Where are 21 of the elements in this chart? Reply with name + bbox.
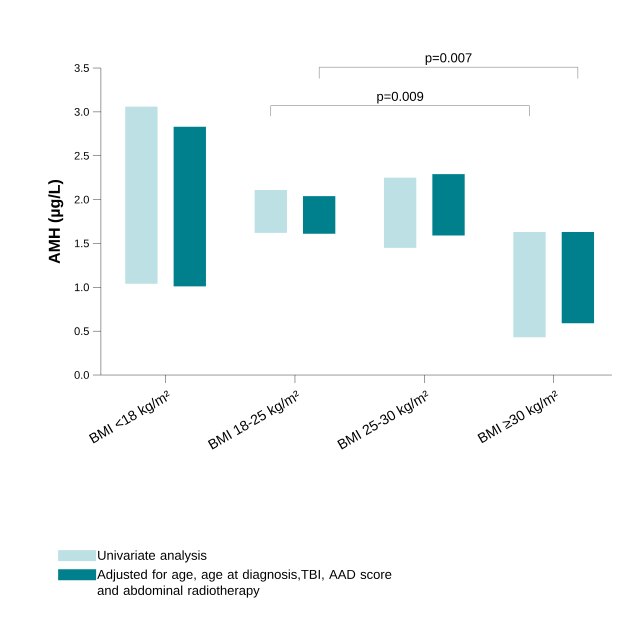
bar	[125, 106, 158, 284]
y-tick-label: 0.5	[74, 327, 89, 336]
annotation: p=0.009	[377, 92, 424, 104]
y-tick-label: 2.5	[74, 152, 89, 160]
bar	[302, 196, 336, 234]
legend-label: Adjusted for age, age at diagnosis,TBI, AAD score and abdominal radiotherapy	[97, 569, 392, 598]
y-axis-title: AMH (µg/L)	[48, 180, 64, 264]
bar	[254, 190, 287, 233]
bar	[384, 178, 416, 248]
y-tick-label: 1.5	[74, 240, 89, 248]
y-tick-label: 3.0	[74, 108, 89, 116]
y-tick-label: 3.5	[74, 64, 89, 72]
y-tick-label: 2.0	[74, 196, 89, 204]
y-tick-label: 0.0	[74, 371, 89, 379]
legend-label: Univariate analysis	[98, 550, 206, 562]
y-tick-label: 1.0	[74, 283, 89, 292]
text: p=0.007	[426, 53, 472, 65]
bar	[174, 126, 206, 286]
bar	[432, 174, 465, 236]
bar	[562, 232, 594, 324]
bar	[513, 232, 546, 338]
